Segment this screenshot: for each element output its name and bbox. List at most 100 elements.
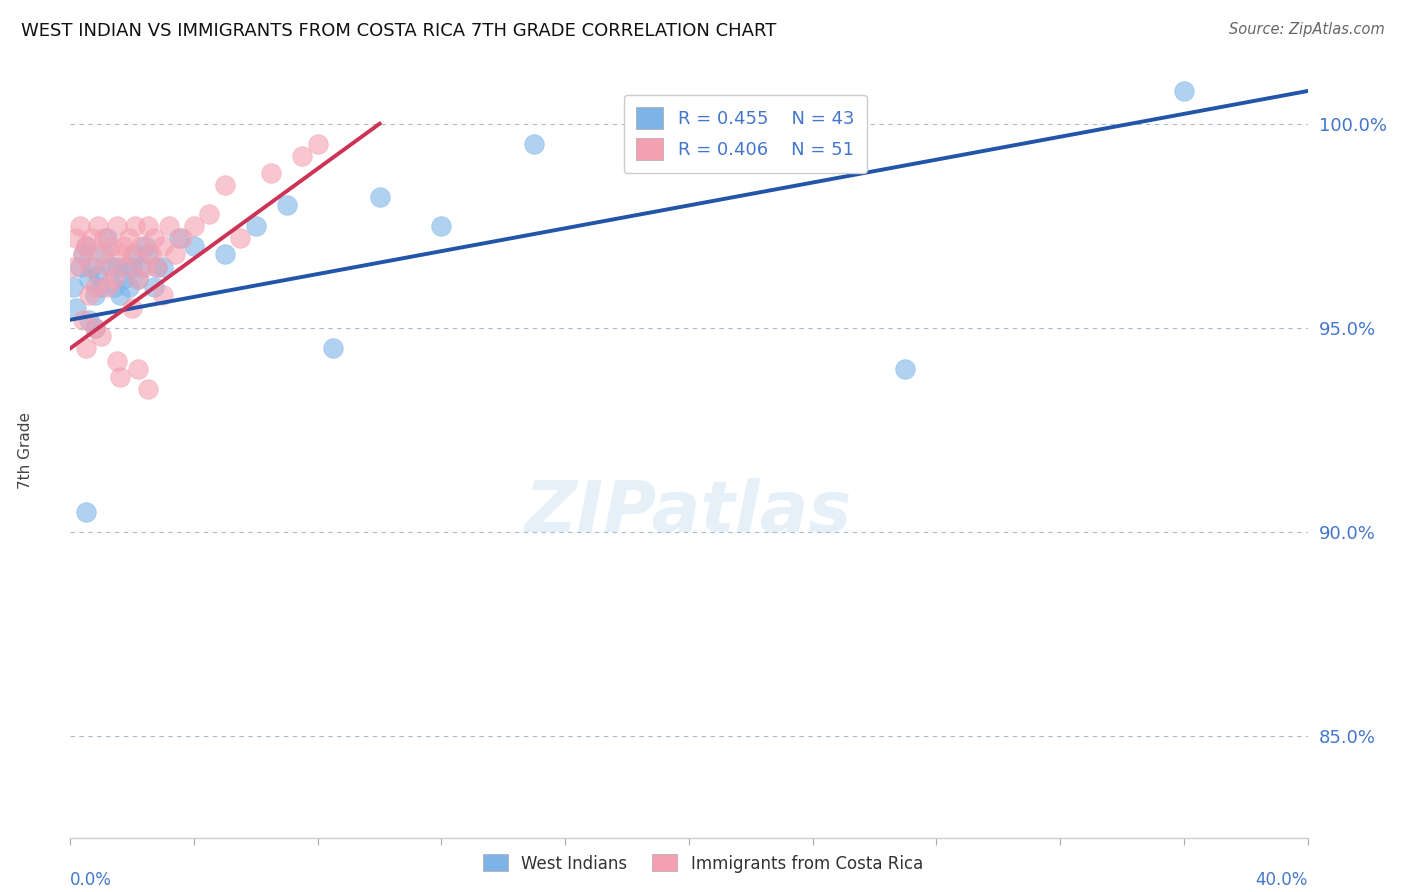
Point bbox=[96, 231, 118, 245]
Point bbox=[322, 342, 344, 356]
Point bbox=[65, 301, 87, 315]
Text: 40.0%: 40.0% bbox=[1256, 871, 1308, 889]
Point bbox=[127, 272, 149, 286]
Point bbox=[80, 260, 103, 274]
Point bbox=[77, 312, 100, 326]
Point bbox=[90, 247, 112, 261]
Point bbox=[80, 231, 103, 245]
Point bbox=[90, 329, 112, 343]
Point bbox=[124, 247, 146, 261]
Point bbox=[291, 149, 314, 163]
Point bbox=[152, 260, 174, 274]
Point bbox=[139, 247, 162, 261]
Point bbox=[118, 280, 141, 294]
Legend: R = 0.455    N = 43, R = 0.406    N = 51: R = 0.455 N = 43, R = 0.406 N = 51 bbox=[624, 95, 868, 173]
Point bbox=[276, 198, 298, 212]
Point bbox=[894, 361, 917, 376]
Legend: West Indians, Immigrants from Costa Rica: West Indians, Immigrants from Costa Rica bbox=[477, 847, 929, 880]
Point bbox=[111, 239, 134, 253]
Point bbox=[152, 239, 174, 253]
Point bbox=[105, 353, 128, 368]
Point bbox=[62, 260, 84, 274]
Point bbox=[127, 361, 149, 376]
Point bbox=[105, 219, 128, 233]
Point bbox=[75, 505, 97, 519]
Point bbox=[84, 321, 107, 335]
Point bbox=[115, 260, 138, 274]
Point bbox=[121, 301, 143, 315]
Point bbox=[146, 260, 169, 274]
Point bbox=[430, 219, 453, 233]
Point bbox=[93, 231, 115, 245]
Point bbox=[214, 247, 236, 261]
Point bbox=[105, 260, 128, 274]
Point bbox=[523, 137, 546, 152]
Point bbox=[136, 219, 159, 233]
Point bbox=[103, 272, 125, 286]
Point bbox=[136, 247, 159, 261]
Point bbox=[108, 247, 131, 261]
Point bbox=[87, 268, 110, 282]
Point bbox=[245, 219, 267, 233]
Point bbox=[72, 312, 94, 326]
Point bbox=[77, 272, 100, 286]
Point bbox=[100, 260, 122, 274]
Point bbox=[136, 382, 159, 396]
Point bbox=[157, 219, 180, 233]
Point bbox=[183, 219, 205, 233]
Point bbox=[260, 166, 283, 180]
Point bbox=[115, 260, 138, 274]
Point bbox=[134, 239, 156, 253]
Point bbox=[170, 231, 193, 245]
Point bbox=[146, 260, 169, 274]
Point bbox=[118, 231, 141, 245]
Point bbox=[108, 288, 131, 302]
Point bbox=[96, 260, 118, 274]
Point bbox=[72, 247, 94, 261]
Point bbox=[75, 239, 97, 253]
Point bbox=[69, 260, 91, 274]
Point bbox=[84, 321, 107, 335]
Point bbox=[100, 239, 122, 253]
Point bbox=[165, 247, 187, 261]
Point bbox=[124, 219, 146, 233]
Point bbox=[183, 239, 205, 253]
Text: 7th Grade: 7th Grade bbox=[18, 412, 34, 489]
Point bbox=[62, 280, 84, 294]
Point bbox=[77, 288, 100, 302]
Point bbox=[87, 219, 110, 233]
Point bbox=[307, 137, 329, 152]
Point bbox=[84, 288, 107, 302]
Point bbox=[121, 260, 143, 274]
Point bbox=[69, 219, 91, 233]
Point bbox=[152, 288, 174, 302]
Text: 0.0%: 0.0% bbox=[70, 871, 112, 889]
Text: WEST INDIAN VS IMMIGRANTS FROM COSTA RICA 7TH GRADE CORRELATION CHART: WEST INDIAN VS IMMIGRANTS FROM COSTA RIC… bbox=[21, 22, 776, 40]
Point bbox=[90, 280, 112, 294]
Point bbox=[1173, 84, 1195, 98]
Point bbox=[214, 178, 236, 192]
Point bbox=[142, 231, 165, 245]
Point bbox=[127, 272, 149, 286]
Point bbox=[134, 260, 156, 274]
Text: Source: ZipAtlas.com: Source: ZipAtlas.com bbox=[1229, 22, 1385, 37]
Point bbox=[108, 370, 131, 384]
Point bbox=[65, 231, 87, 245]
Point bbox=[198, 206, 221, 220]
Point bbox=[75, 342, 97, 356]
Point bbox=[103, 280, 125, 294]
Point bbox=[142, 280, 165, 294]
Point bbox=[84, 280, 107, 294]
Point bbox=[75, 239, 97, 253]
Point bbox=[167, 231, 190, 245]
Point bbox=[93, 247, 115, 261]
Point bbox=[678, 125, 700, 139]
Point bbox=[121, 247, 143, 261]
Point bbox=[131, 239, 153, 253]
Text: ZIPatlas: ZIPatlas bbox=[526, 478, 852, 547]
Point bbox=[111, 272, 134, 286]
Point bbox=[131, 260, 153, 274]
Point bbox=[229, 231, 252, 245]
Point bbox=[96, 280, 118, 294]
Point bbox=[77, 260, 100, 274]
